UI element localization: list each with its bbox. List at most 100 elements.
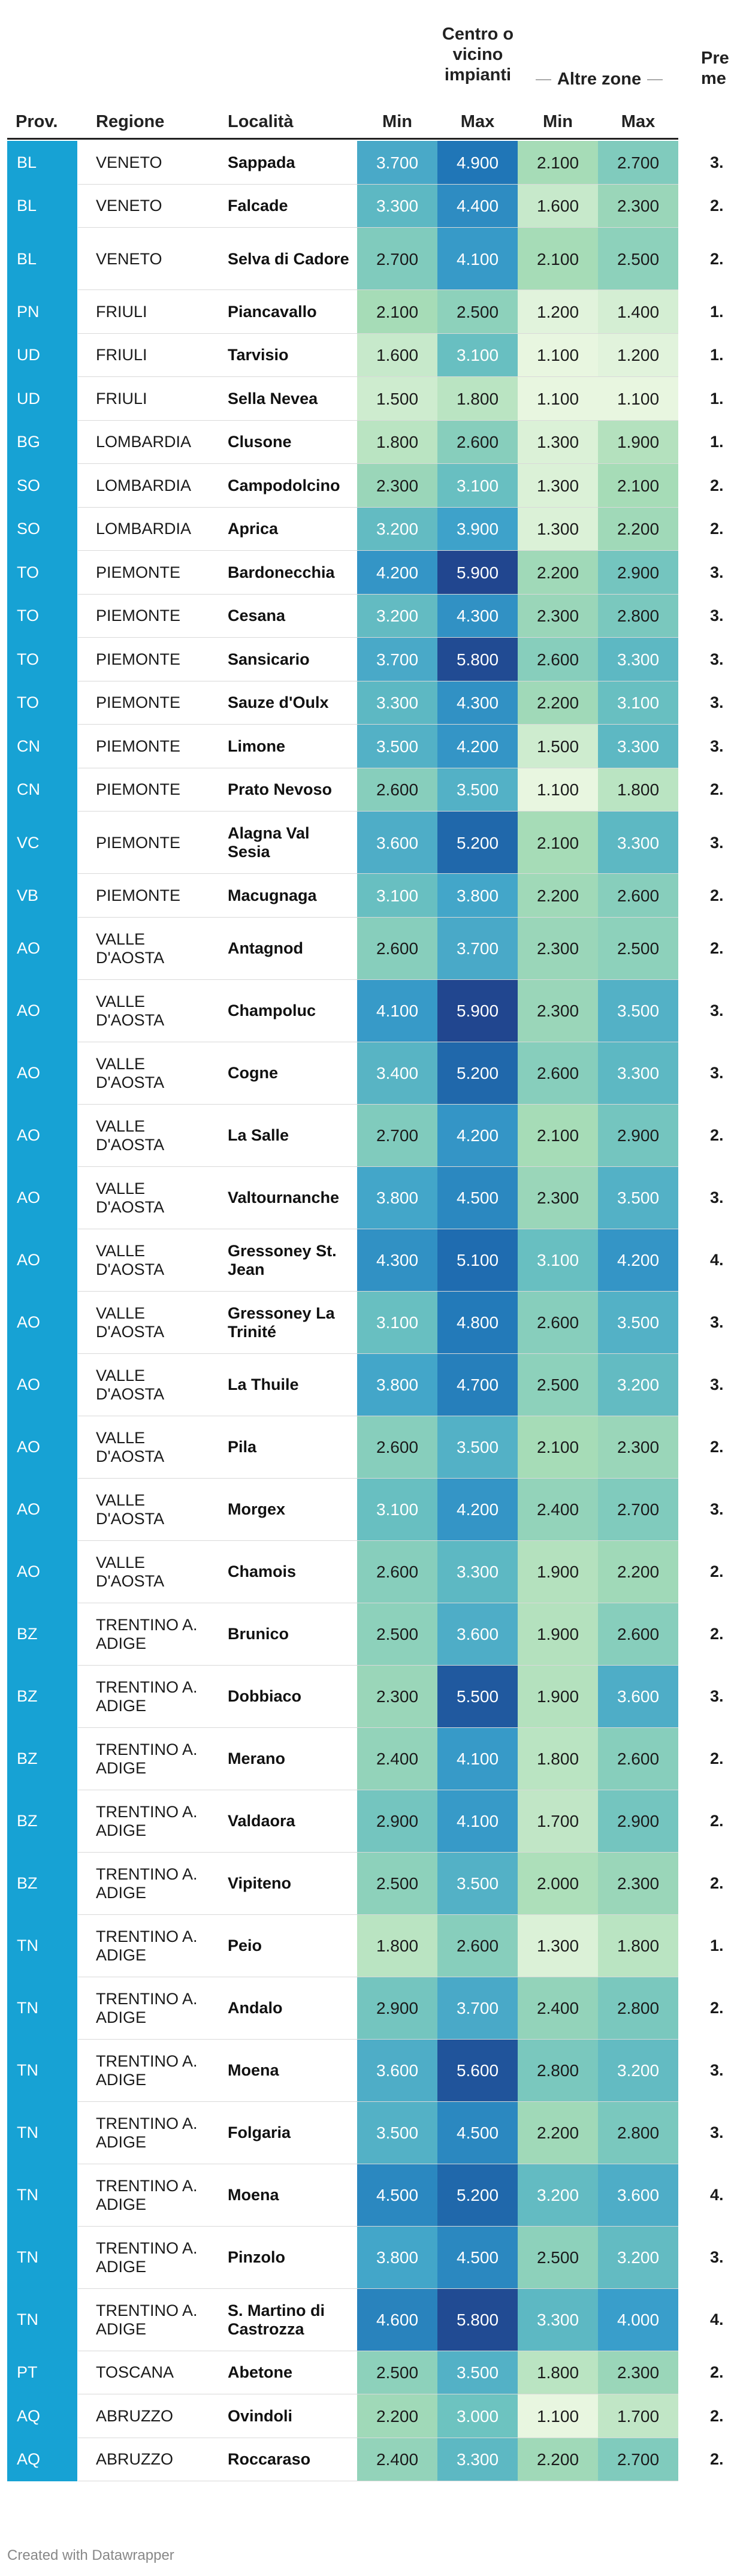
- cell-altre-min: 2.300: [518, 979, 598, 1042]
- cell-altre-min: 3.300: [518, 2288, 598, 2351]
- cell-localita: Peio: [228, 1936, 262, 1954]
- table-row: UD FRIULI Sella Nevea 1.500 1.800 1.100 1.100 1…: [0, 377, 731, 421]
- row-divider: [78, 1540, 678, 1541]
- cell-centro-max: 2.500: [437, 290, 518, 334]
- cell-localita: La Salle: [228, 1126, 289, 1144]
- table-row: BZ TRENTINO A. ADIGE Dobbiaco 2.300 5.500 1.9…: [0, 1665, 731, 1728]
- table-row: AO VALLE D'AOSTA Chamois 2.600 3.300 1.900 2.2…: [0, 1540, 731, 1603]
- cell-prov: TN: [7, 2039, 77, 2102]
- cell-localita: Aprica: [228, 520, 279, 538]
- cell-prov: TN: [7, 2288, 77, 2351]
- cell-altre-min: 1.800: [518, 2351, 598, 2394]
- cell-altre-max: 2.700: [598, 1478, 678, 1541]
- cell-centro-min: 4.300: [357, 1229, 437, 1292]
- cell-centro-min: 3.700: [357, 638, 437, 681]
- cell-centro-max: 3.300: [437, 1540, 518, 1603]
- row-divider: [78, 593, 678, 595]
- table-row: TO PIEMONTE Sansicario 3.700 5.800 2.600 3.300…: [0, 638, 731, 681]
- cell-centro-min: 2.300: [357, 464, 437, 508]
- table-row: BZ TRENTINO A. ADIGE Valdaora 2.900 4.100 1.7…: [0, 1790, 731, 1853]
- cell-regione: VALLE D'AOSTA: [96, 1366, 165, 1403]
- cell-localita: Bardonecchia: [228, 563, 335, 581]
- cell-regione: FRIULI: [96, 346, 147, 364]
- cell-regione: TRENTINO A. ADIGE: [96, 2301, 198, 2338]
- cell-altre-max: 2.300: [598, 2351, 678, 2394]
- cell-centro-max: 4.700: [437, 1353, 518, 1416]
- cell-altre-min: 1.100: [518, 333, 598, 377]
- cell-regione: TOSCANA: [96, 2363, 174, 2382]
- cell-prezzo-medio: 3.: [710, 1376, 724, 1393]
- row-divider: [78, 227, 678, 228]
- cell-prov: BL: [7, 184, 77, 228]
- table-row: UD FRIULI Tarvisio 1.600 3.100 1.100 1.200 1.: [0, 333, 731, 377]
- cell-centro-max: 2.600: [437, 420, 518, 464]
- cell-centro-max: 4.800: [437, 1291, 518, 1354]
- cell-prezzo-medio: 2.: [710, 1563, 724, 1580]
- cell-altre-max: 2.900: [598, 1104, 678, 1167]
- cell-altre-max: 3.200: [598, 2226, 678, 2289]
- row-divider: [78, 1166, 678, 1167]
- cell-altre-max: 3.300: [598, 812, 678, 874]
- row-divider: [78, 637, 678, 638]
- cell-centro-max: 4.500: [437, 2226, 518, 2289]
- cell-regione: VENETO: [96, 249, 162, 268]
- cell-centro-max: 4.200: [437, 725, 518, 768]
- cell-prov: AO: [7, 1540, 77, 1603]
- cell-regione: LOMBARDIA: [96, 433, 192, 451]
- cell-altre-min: 2.300: [518, 1166, 598, 1229]
- cell-prov: PN: [7, 290, 77, 334]
- cell-prezzo-medio: 2.: [710, 1625, 724, 1643]
- table-row: BL VENETO Selva di Cadore 2.700 4.100 2.100 2.…: [0, 228, 731, 290]
- cell-centro-max: 5.200: [437, 812, 518, 874]
- cell-prezzo-medio: 2.: [710, 197, 724, 215]
- table-row: CN PIEMONTE Prato Nevoso 2.600 3.500 1.100 1.8…: [0, 768, 731, 812]
- cell-altre-min: 1.300: [518, 507, 598, 551]
- cell-centro-min: 3.300: [357, 184, 437, 228]
- table-row: TO PIEMONTE Bardonecchia 4.200 5.900 2.200 2.9…: [0, 551, 731, 595]
- cell-centro-max: 3.700: [437, 1977, 518, 2040]
- cell-altre-min: 2.600: [518, 1291, 598, 1354]
- table-row: PN FRIULI Piancavallo 2.100 2.500 1.200 1.400 1…: [0, 290, 731, 334]
- cell-centro-min: 3.200: [357, 594, 437, 638]
- cell-prezzo-medio: 2.: [710, 1749, 724, 1767]
- cell-localita: Sappada: [228, 153, 295, 171]
- cell-regione: TRENTINO A. ADIGE: [96, 1927, 198, 1964]
- cell-altre-min: 1.900: [518, 1665, 598, 1728]
- cell-centro-min: 3.500: [357, 2101, 437, 2164]
- cell-centro-min: 3.200: [357, 507, 437, 551]
- cell-centro-max: 3.600: [437, 1603, 518, 1666]
- cell-altre-max: 2.600: [598, 1603, 678, 1666]
- cell-prezzo-medio: 2.: [710, 886, 724, 904]
- cell-prezzo-medio: 3.: [710, 153, 724, 171]
- row-divider: [78, 811, 678, 812]
- cell-localita: Valdaora: [228, 1812, 295, 1830]
- cell-centro-max: 5.100: [437, 1229, 518, 1292]
- cell-centro-min: 4.100: [357, 979, 437, 1042]
- row-divider: [78, 1914, 678, 1915]
- cell-localita: Sansicario: [228, 650, 310, 668]
- cell-centro-max: 4.200: [437, 1478, 518, 1541]
- header-centro-vicino-impianti: Centro o vicino impianti: [398, 24, 557, 85]
- cell-centro-min: 2.700: [357, 228, 437, 290]
- row-divider: [78, 1290, 678, 1292]
- cell-centro-max: 4.300: [437, 594, 518, 638]
- cell-centro-max: 5.600: [437, 2039, 518, 2102]
- cell-prov: BL: [7, 141, 77, 185]
- cell-regione: PIEMONTE: [96, 563, 181, 581]
- cell-regione: FRIULI: [96, 302, 147, 321]
- cell-regione: VALLE D'AOSTA: [96, 992, 165, 1029]
- row-divider: [78, 183, 678, 185]
- row-divider: [78, 550, 678, 551]
- cell-altre-min: 1.300: [518, 1914, 598, 1977]
- header-max-centro: Max: [460, 112, 495, 131]
- cell-prezzo-medio: 3.: [710, 2248, 724, 2266]
- table-row: TN TRENTINO A. ADIGE Moena 4.500 5.200 3.200 3…: [0, 2164, 731, 2227]
- header-localita: Località: [228, 112, 294, 131]
- cell-regione: TRENTINO A. ADIGE: [96, 1678, 198, 1715]
- table-row: AO VALLE D'AOSTA La Thuile 3.800 4.700 2.500 3…: [0, 1353, 731, 1416]
- cell-prov: TN: [7, 2226, 77, 2289]
- cell-localita: Chamois: [228, 1563, 297, 1580]
- cell-localita: Moena: [228, 2186, 279, 2204]
- cell-prezzo-medio: 2.: [710, 520, 724, 538]
- cell-localita: Gressoney St. Jean: [228, 1241, 337, 1278]
